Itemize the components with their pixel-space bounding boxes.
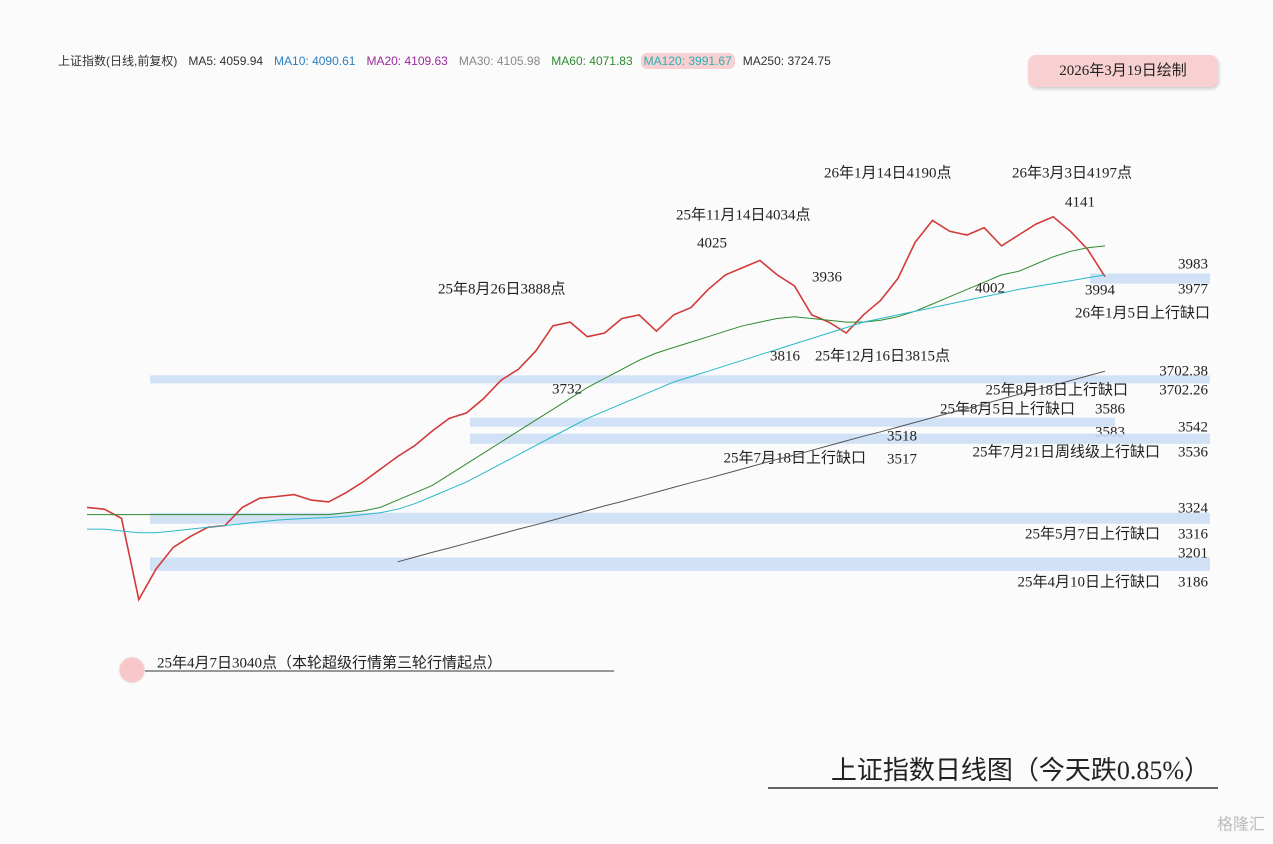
legend-item: MA20: 4109.63: [366, 54, 448, 68]
annotation: 3994: [1085, 282, 1116, 298]
annotation: 26年3月3日4197点: [1012, 164, 1132, 181]
gap-upper: 3983: [1178, 256, 1208, 272]
gap-band: [150, 512, 1210, 524]
watermark: 格隆汇: [1217, 816, 1265, 834]
gap-label: 26年1月5日上行缺口: [1075, 304, 1210, 321]
annotation: 25年4月7日3040点（本轮超级行情第三轮行情起点）: [157, 653, 502, 671]
annotation: 25年12月16日3815点: [815, 347, 950, 364]
gap-band: [470, 417, 1115, 427]
gap-band: [150, 375, 1210, 384]
annotation: 4002: [975, 280, 1005, 296]
legend-item: MA30: 4105.98: [458, 54, 541, 68]
annotation: 4025: [697, 235, 727, 251]
gap-lower: 3517: [887, 451, 918, 467]
gap-lower: 3186: [1178, 574, 1209, 590]
annotation: 25年11月14日4034点: [676, 206, 810, 223]
date-note: 2026年3月19日绘制: [1028, 55, 1218, 87]
annotation: 26年1月14日4190点: [824, 164, 952, 181]
chart-title: 上证指数日线图（今天跌0.85%）: [831, 756, 1210, 785]
gap-lower: 3316: [1178, 526, 1209, 542]
gap-band: [150, 557, 1210, 571]
series-line: [397, 370, 1106, 563]
gap-label: 25年7月18日上行缺口: [723, 449, 866, 466]
annotation: 4141: [1065, 194, 1095, 210]
annotation: 3732: [552, 381, 582, 397]
series-line: [86, 215, 1106, 602]
annotation: 3936: [812, 269, 843, 285]
annotation: 3816: [770, 348, 801, 364]
gap-lower: 3702.26: [1159, 382, 1208, 398]
gap-band: [1090, 273, 1210, 284]
gap-label: 25年7月21日周线级上行缺口: [972, 443, 1160, 460]
gap-upper: 3518: [887, 428, 917, 444]
gap-lower: 3536: [1178, 444, 1209, 460]
legend-item: MA120: 3991.67: [640, 53, 735, 69]
gap-label: 25年5月7日上行缺口: [1025, 525, 1160, 542]
gap-upper: 3542: [1178, 419, 1208, 435]
legend-item: MA5: 4059.94: [188, 54, 264, 68]
gap-lower: 3977: [1178, 281, 1209, 297]
gap-band: [470, 433, 1210, 444]
gap-label: 25年4月10日上行缺口: [1017, 573, 1160, 590]
gap-upper: 3201: [1178, 545, 1208, 561]
plot: 26年1月5日上行缺口3983397725年8月18日上行缺口3702.3837…: [86, 164, 1210, 671]
legend-item: MA250: 3724.75: [742, 54, 831, 68]
gap-upper: 3702.38: [1159, 363, 1208, 379]
marker-dot: [118, 656, 146, 684]
series-line: [87, 245, 1106, 516]
gap-label: 25年8月5日上行缺口: [940, 400, 1075, 417]
gap-upper: 3586: [1095, 401, 1126, 417]
legend-title: 上证指数(日线,前复权): [58, 54, 178, 68]
legend: 上证指数(日线,前复权) MA5: 4059.94 MA10: 4090.61 MA2…: [55, 52, 839, 69]
series-line: [87, 274, 1106, 534]
legend-item: MA10: 4090.61: [274, 54, 356, 68]
legend-item: MA60: 4071.83: [551, 54, 633, 68]
gap-upper: 3324: [1178, 500, 1209, 516]
annotation: 25年8月26日3888点: [438, 280, 566, 297]
